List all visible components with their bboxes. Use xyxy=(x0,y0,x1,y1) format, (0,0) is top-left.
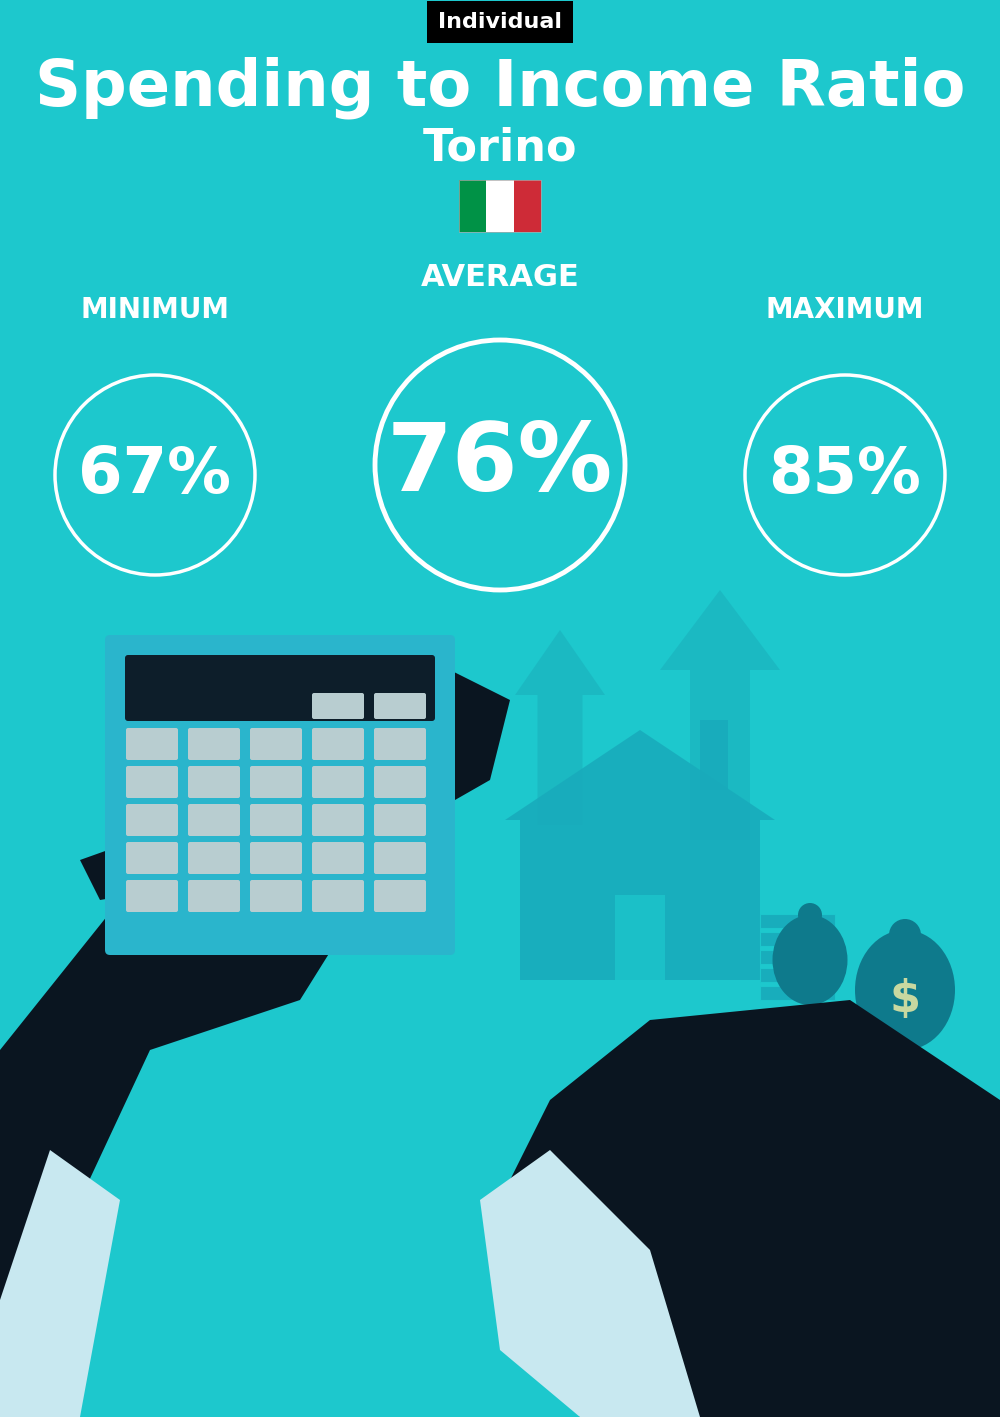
FancyBboxPatch shape xyxy=(125,655,435,721)
FancyBboxPatch shape xyxy=(374,693,426,718)
Polygon shape xyxy=(340,660,510,820)
FancyBboxPatch shape xyxy=(374,803,426,836)
FancyBboxPatch shape xyxy=(250,842,302,874)
FancyBboxPatch shape xyxy=(312,842,364,874)
Bar xyxy=(514,180,541,232)
FancyBboxPatch shape xyxy=(126,803,178,836)
Bar xyxy=(459,180,541,232)
Ellipse shape xyxy=(855,930,955,1050)
FancyBboxPatch shape xyxy=(250,880,302,913)
Bar xyxy=(760,968,835,982)
Text: Spending to Income Ratio: Spending to Income Ratio xyxy=(35,57,965,119)
Bar xyxy=(760,932,835,947)
Bar xyxy=(760,986,835,1000)
FancyBboxPatch shape xyxy=(126,767,178,798)
FancyBboxPatch shape xyxy=(374,842,426,874)
FancyBboxPatch shape xyxy=(312,767,364,798)
FancyBboxPatch shape xyxy=(374,880,426,913)
FancyBboxPatch shape xyxy=(188,803,240,836)
FancyBboxPatch shape xyxy=(126,728,178,760)
Bar xyxy=(615,896,665,981)
Ellipse shape xyxy=(772,915,848,1005)
Bar xyxy=(486,180,514,232)
Bar xyxy=(459,180,486,232)
Text: 76%: 76% xyxy=(387,419,613,512)
Text: Torino: Torino xyxy=(423,126,577,170)
FancyBboxPatch shape xyxy=(188,767,240,798)
Polygon shape xyxy=(505,730,775,820)
FancyBboxPatch shape xyxy=(250,767,302,798)
Bar xyxy=(700,720,728,791)
Text: Individual: Individual xyxy=(438,11,562,33)
FancyBboxPatch shape xyxy=(188,842,240,874)
FancyBboxPatch shape xyxy=(312,880,364,913)
Polygon shape xyxy=(0,870,350,1417)
Polygon shape xyxy=(0,1151,120,1417)
Polygon shape xyxy=(80,801,430,920)
Polygon shape xyxy=(480,1151,700,1417)
Text: MAXIMUM: MAXIMUM xyxy=(766,296,924,324)
Polygon shape xyxy=(660,589,780,840)
FancyBboxPatch shape xyxy=(126,842,178,874)
FancyBboxPatch shape xyxy=(312,728,364,760)
Text: 85%: 85% xyxy=(769,444,921,506)
Polygon shape xyxy=(515,631,605,825)
FancyBboxPatch shape xyxy=(105,635,455,955)
FancyBboxPatch shape xyxy=(312,803,364,836)
Bar xyxy=(520,820,760,981)
Circle shape xyxy=(798,903,822,927)
Circle shape xyxy=(889,920,921,951)
FancyBboxPatch shape xyxy=(188,880,240,913)
Text: AVERAGE: AVERAGE xyxy=(421,264,579,292)
FancyBboxPatch shape xyxy=(250,728,302,760)
FancyBboxPatch shape xyxy=(312,693,364,718)
Text: $: $ xyxy=(890,979,920,1022)
Bar xyxy=(760,914,835,928)
Text: MINIMUM: MINIMUM xyxy=(80,296,230,324)
FancyBboxPatch shape xyxy=(126,880,178,913)
FancyBboxPatch shape xyxy=(188,728,240,760)
Text: 67%: 67% xyxy=(78,444,232,506)
FancyBboxPatch shape xyxy=(374,728,426,760)
FancyBboxPatch shape xyxy=(374,767,426,798)
FancyBboxPatch shape xyxy=(250,803,302,836)
Polygon shape xyxy=(500,1000,1000,1417)
Bar xyxy=(760,949,835,964)
